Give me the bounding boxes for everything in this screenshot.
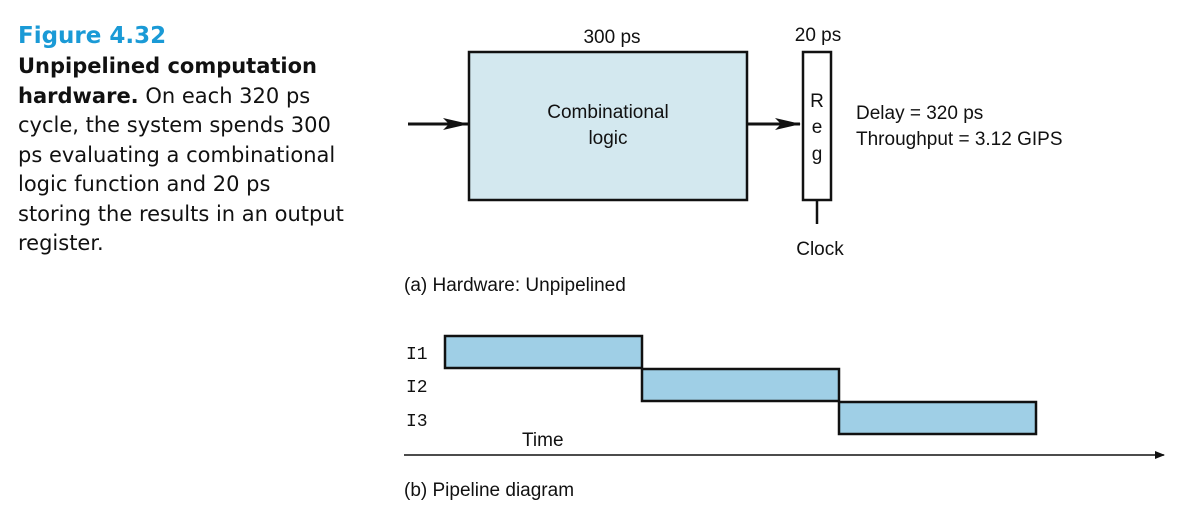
- caption-body: On each 320 ps cycle, the system spends …: [18, 83, 344, 256]
- pipeline-bar-i2: [640, 367, 841, 403]
- pipeline-bar-i1: [443, 334, 644, 370]
- pipeline-bar-i3: [837, 400, 1038, 436]
- time-label: Time: [522, 430, 564, 451]
- caption-title: Unpipelined computation hardware.: [18, 54, 318, 108]
- logic-label-line1: Combinational: [547, 102, 668, 123]
- clock-label: Clock: [796, 239, 844, 260]
- figure-number: Figure 4.32: [18, 23, 167, 49]
- throughput-text: Throughput = 3.12 GIPS: [856, 129, 1063, 150]
- instruction-label-i1: I1: [406, 345, 428, 365]
- caption-text: Unpipelined computation hardware. On eac…: [18, 52, 348, 259]
- logic-delay-label: 300 ps: [583, 27, 640, 48]
- instruction-label-i2: I2: [406, 378, 428, 398]
- pipeline-panel-label: (b) Pipeline diagram: [404, 480, 574, 501]
- reg-letter-g: g: [812, 144, 823, 165]
- reg-letter-e: e: [812, 117, 823, 138]
- delay-text: Delay = 320 ps: [856, 103, 983, 124]
- reg-letter-r: R: [810, 91, 824, 112]
- hardware-panel-label: (a) Hardware: Unpipelined: [404, 275, 626, 296]
- reg-delay-label: 20 ps: [795, 25, 841, 46]
- figure-caption: Figure 4.32 Unpipelined computation hard…: [18, 20, 348, 259]
- logic-label-line2: logic: [588, 128, 627, 149]
- register-block: [801, 50, 833, 202]
- instruction-label-i3: I3: [406, 412, 428, 432]
- combinational-logic-block: [467, 50, 749, 202]
